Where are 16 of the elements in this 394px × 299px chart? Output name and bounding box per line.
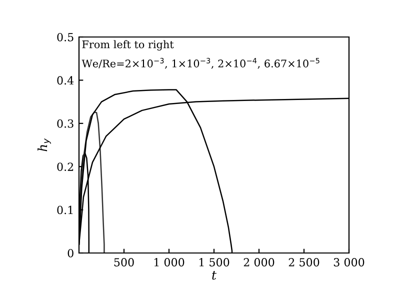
x-tick-label: 2 500 <box>288 258 320 266</box>
y-tick-label: 0.4 <box>57 76 74 85</box>
y-axis-title: h$_{y}$ <box>38 138 51 152</box>
y-tick-label: 0.3 <box>57 119 74 128</box>
x-tick-label: 1 500 <box>199 258 230 266</box>
x-tick-label: 2 000 <box>244 258 274 266</box>
y-tick-label: 0.5 <box>57 32 74 42</box>
annotation: From left to right <box>82 40 174 50</box>
x-axis-title: t <box>212 271 217 280</box>
x-tick-label: 1 000 <box>154 258 184 266</box>
y-tick-label: 0 <box>68 248 74 258</box>
y-tick-label: 0.1 <box>57 206 73 214</box>
x-tick-label: 500 <box>114 258 134 266</box>
annotation: We/Re=2×10$^{−3}$, 1×10$^{−3}$, 2×10$^{−4}$, 6.67×10$^{−5}$ <box>82 58 320 69</box>
y-tick-label: 0.2 <box>57 162 74 171</box>
x-tick-label: 3 000 <box>334 258 364 266</box>
